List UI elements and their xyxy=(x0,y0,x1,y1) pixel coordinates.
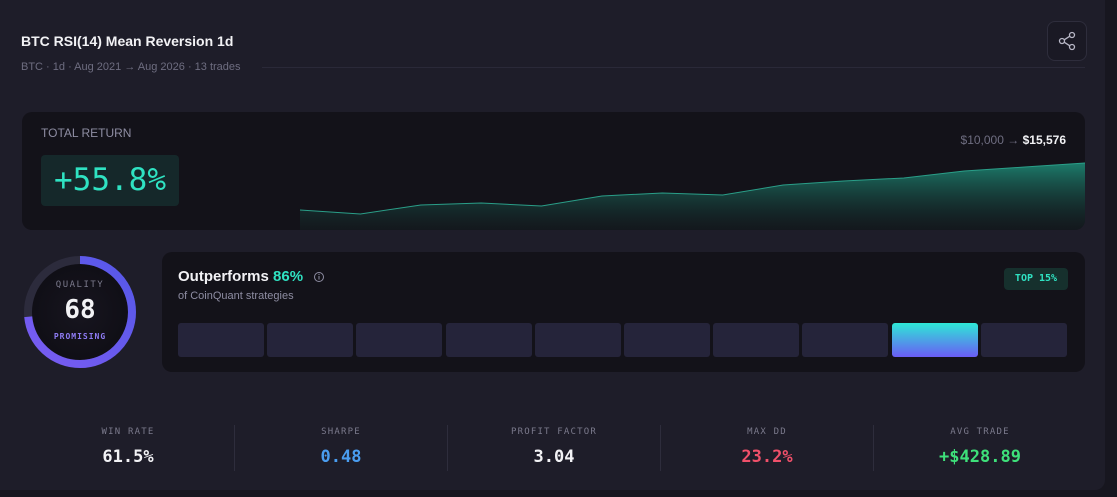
stat-value: 61.5% xyxy=(102,447,154,467)
equity-line xyxy=(299,162,1085,215)
arrow: → xyxy=(1007,133,1020,147)
strategy-card xyxy=(0,0,1105,490)
stat-label: MAX DD xyxy=(747,427,787,437)
percentile-segment xyxy=(980,323,1067,357)
ranking-title-text: Outperforms xyxy=(178,268,269,285)
end-capital: $15,576 xyxy=(1022,133,1066,147)
stat-value: +$428.89 xyxy=(939,447,1021,467)
percentile-segment xyxy=(445,323,532,357)
stat-value: 23.2% xyxy=(741,447,793,467)
share-icon xyxy=(1058,31,1076,51)
total-return-panel: TOTAL RETURN +55.8% $10,000 → $15,576 xyxy=(22,112,1085,230)
ranking-title: Outperforms 86% xyxy=(178,268,303,285)
capital-range: $10,000 → $15,576 xyxy=(961,133,1066,147)
ring-arc xyxy=(24,256,136,368)
stat-label: PROFIT FACTOR xyxy=(510,427,598,437)
divider xyxy=(262,67,1085,68)
percentile-segment xyxy=(356,323,443,357)
share-button[interactable] xyxy=(1047,21,1087,61)
stat-separator xyxy=(660,425,661,471)
stat-separator xyxy=(873,425,874,471)
equity-area xyxy=(300,163,1085,230)
stat-value: 0.48 xyxy=(320,447,362,467)
subtitle: BTC · 1d · Aug 2021 → Aug 2026 · 13 trad… xyxy=(21,61,241,73)
percentile-segment xyxy=(534,323,621,357)
stat-label: WIN RATE xyxy=(101,427,155,437)
info-icon[interactable] xyxy=(313,271,325,283)
stat-separator xyxy=(234,425,235,471)
percentile-segment-active xyxy=(891,323,978,357)
equity-chart xyxy=(299,162,1085,230)
return-label: TOTAL RETURN xyxy=(41,126,132,140)
return-value: +55.8% xyxy=(41,155,179,206)
quality-label: QUALITY xyxy=(55,280,105,290)
ranking-percent: 86% xyxy=(273,268,304,285)
stat-label: SHARPE xyxy=(321,427,361,437)
percentile-segment xyxy=(624,323,710,357)
title: BTC RSI(14) Mean Reversion 1d xyxy=(21,33,234,49)
stat-value: 3.04 xyxy=(533,447,575,467)
rank-badge: TOP 15% xyxy=(1004,268,1068,290)
percentile-segment xyxy=(267,323,354,357)
ranking-subtitle: of CoinQuant strategies xyxy=(178,290,294,302)
start-capital: $10,000 xyxy=(960,133,1004,147)
percentile-segment xyxy=(178,323,264,357)
stat-label: AVG TRADE xyxy=(950,427,1010,437)
stat-separator xyxy=(447,425,448,471)
quality-score: 68 xyxy=(64,295,96,325)
quality-ring xyxy=(24,256,136,368)
percentile-segment xyxy=(713,323,800,357)
quality-rating: PROMISING xyxy=(53,332,107,341)
percentile-segment xyxy=(802,323,889,357)
